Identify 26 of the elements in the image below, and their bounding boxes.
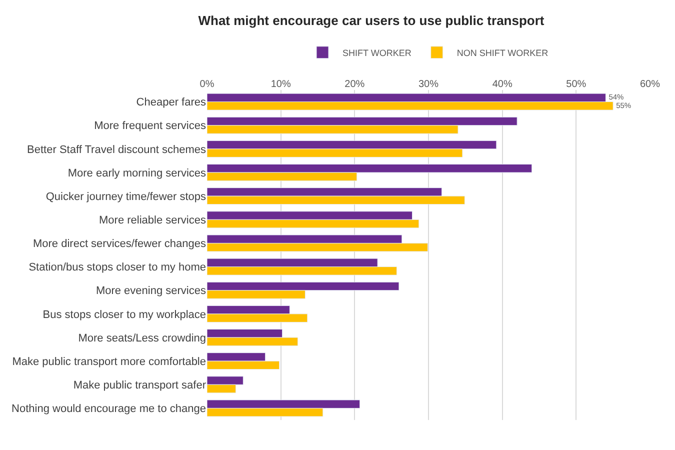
y-tick-label: Make public transport more comfortable xyxy=(12,356,206,368)
y-tick-label: Bus stops closer to my workplace xyxy=(42,308,206,321)
y-tick-label: Quicker journey time/fewer stops xyxy=(46,190,206,203)
y-tick-label: Nothing would encourage me to change xyxy=(12,403,206,416)
y-tick-label: More early morning services xyxy=(68,167,206,180)
legend-label: NON SHIFT WORKER xyxy=(456,48,549,58)
y-tick-label: More reliable services xyxy=(99,214,206,226)
y-tick-label: Station/bus stops closer to my home xyxy=(28,262,206,274)
x-tick-label: 50% xyxy=(566,79,586,90)
legend-label: SHIFT WORKER xyxy=(342,48,412,58)
y-tick-label: More direct services/fewer changes xyxy=(32,238,206,250)
x-tick-label: 60% xyxy=(640,79,660,90)
data-label: 54% xyxy=(608,92,624,102)
y-tick-label: More seats/Less crowding xyxy=(78,332,206,344)
x-tick-label: 40% xyxy=(492,79,512,90)
y-tick-label: Better Staff Travel discount schemes xyxy=(27,144,206,156)
x-tick-label: 20% xyxy=(344,79,365,90)
y-tick-label: More frequent services xyxy=(94,120,206,132)
x-tick-label: 0% xyxy=(200,79,214,90)
data-label: 55% xyxy=(616,100,632,110)
y-tick-label: Make public transport safer xyxy=(73,379,206,392)
y-tick-label: More evening services xyxy=(96,285,206,298)
y-tick-label: Cheaper fares xyxy=(136,96,206,109)
x-tick-label: 10% xyxy=(270,79,291,90)
x-tick-label: 30% xyxy=(418,79,439,90)
chart-title: What might encourage car users to use public transport xyxy=(198,12,545,28)
